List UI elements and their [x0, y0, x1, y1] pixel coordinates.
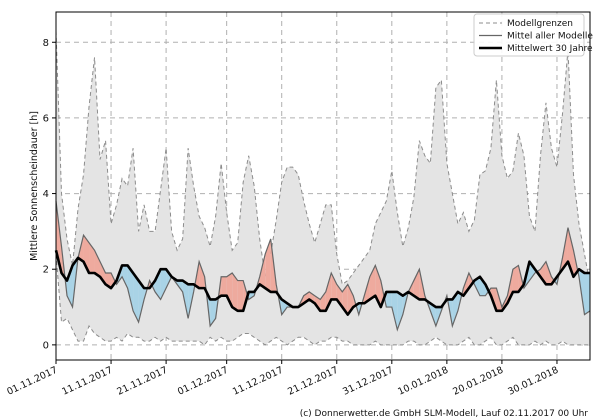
x-tick-label: 11.11.2017: [60, 365, 114, 398]
above-normal-area: [463, 273, 469, 296]
model-bounds-lower-line: [55, 254, 590, 346]
below-normal-area: [127, 265, 134, 311]
model-bounds-upper-line: [55, 30, 591, 286]
above-normal-area: [232, 273, 238, 311]
above-normal-area: [89, 242, 95, 273]
above-normal-area: [545, 261, 552, 285]
below-normal-area: [391, 291, 398, 330]
above-normal-area: [100, 261, 106, 285]
above-normal-area: [237, 280, 244, 311]
y-tick-label: 6: [43, 113, 49, 124]
x-tick-label: 21.11.2017: [115, 365, 169, 398]
above-normal-area: [413, 269, 420, 300]
below-normal-area: [386, 291, 392, 308]
above-normal-area: [320, 291, 326, 311]
below-normal-area: [133, 273, 139, 323]
below-normal-area: [479, 276, 486, 296]
above-normal-area: [331, 273, 337, 300]
plot-frame: [55, 11, 591, 361]
above-normal-area: [468, 273, 474, 289]
x-tick-label: 10.01.2018: [396, 365, 450, 398]
x-tick-label: 21.12.2017: [286, 365, 340, 398]
model-bounds-band: [55, 30, 591, 346]
below-normal-area: [452, 291, 458, 326]
y-tick-label: 2: [43, 265, 49, 276]
y-axis: 0 2 4 6 8: [43, 38, 56, 351]
above-normal-area: [111, 273, 116, 289]
x-tick-label: 31.12.2017: [341, 365, 395, 398]
model-mean-line: [55, 201, 591, 332]
thirty-year-mean-line: [54, 249, 590, 316]
above-normal-area: [540, 261, 546, 285]
x-tick-label: 20.01.2018: [451, 365, 505, 398]
x-tick-label: 30.01.2018: [506, 365, 560, 398]
credit-text: (c) Donnerwetter.de GmbH SLM-Modell, Lau…: [300, 409, 589, 419]
y-axis-label: Mittlere Sonnenscheindauer [h]: [29, 111, 40, 261]
above-normal-area: [512, 265, 519, 292]
y-tick-label: 4: [43, 189, 49, 200]
below-normal-area: [430, 303, 436, 326]
below-normal-area: [155, 269, 161, 300]
below-normal-area: [67, 265, 73, 308]
y-tick-label: 0: [43, 340, 49, 351]
above-normal-area: [221, 276, 227, 296]
above-normal-area: [199, 261, 205, 289]
y-tick-label: 8: [43, 38, 49, 49]
model-bounds-fill: [56, 30, 590, 345]
above-normal-area: [259, 254, 266, 289]
x-axis: 01.11.2017 11.11.2017 21.11.2017 01.12.2017…: [5, 360, 560, 398]
legend-entry-thirty-year-mean-label: Mittelwert 30 Jahre: [507, 44, 593, 54]
below-normal-area: [160, 269, 167, 300]
below-normal-area: [166, 269, 172, 289]
x-tick-label: 01.12.2017: [176, 365, 230, 398]
x-tick-label: 11.12.2017: [231, 365, 285, 398]
series-lines: [54, 201, 591, 332]
legend-entry-model-mean-label: Mittel aller Modelle: [507, 32, 593, 42]
above-normal-area: [265, 238, 271, 292]
legend-box: [473, 13, 585, 57]
below-normal-area: [474, 276, 480, 296]
legend-entry-model-bounds-label: Modellgrenzen: [507, 19, 573, 29]
below-normal-area: [138, 280, 145, 323]
x-tick-label: 01.11.2017: [5, 365, 59, 398]
above-normal-area: [94, 250, 101, 277]
below-normal-area: [529, 261, 535, 281]
legend: Modellgrenzen Mittel aller Modelle Mittelw…: [473, 13, 593, 57]
below-normal-area: [122, 265, 128, 289]
below-normal-area: [397, 291, 403, 330]
below-normal-area: [584, 273, 590, 315]
below-normal-area: [248, 291, 255, 300]
